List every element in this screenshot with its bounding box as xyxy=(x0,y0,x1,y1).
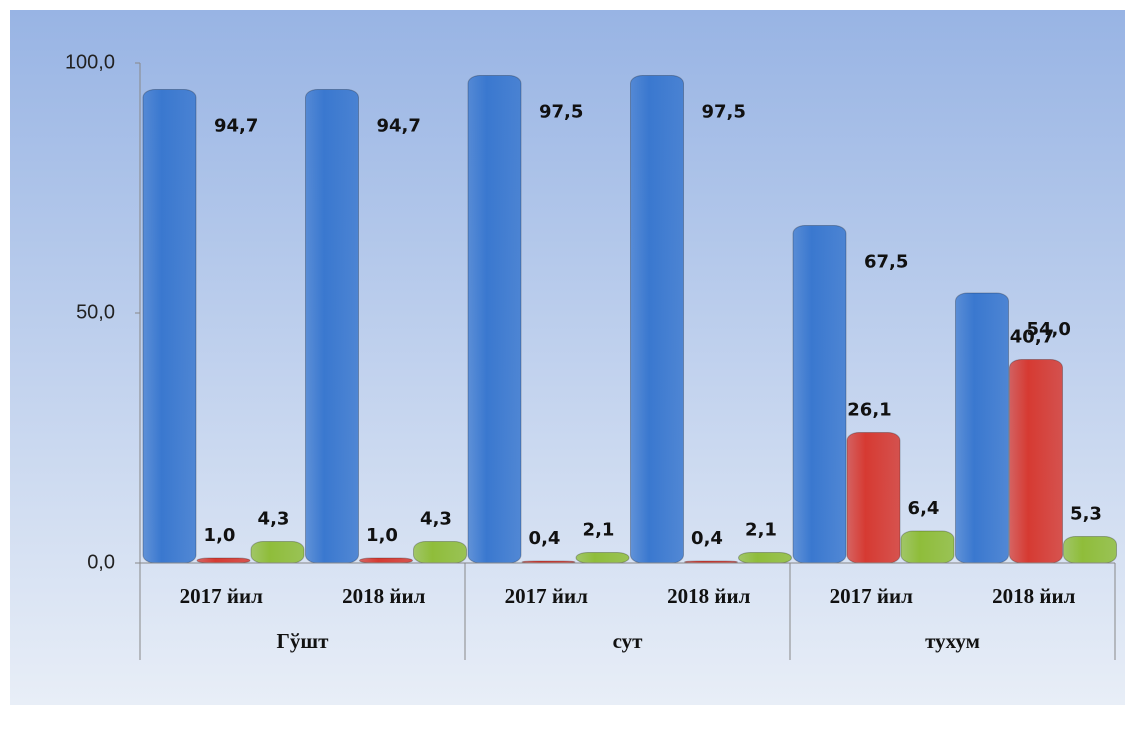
data-label: 1,0 xyxy=(204,525,236,546)
group-label: тухум xyxy=(925,629,980,653)
data-label: 4,3 xyxy=(258,509,290,530)
bar xyxy=(575,552,630,564)
bar xyxy=(196,557,251,564)
data-label: 97,5 xyxy=(702,102,746,123)
y-tick-label: 50,0 xyxy=(76,301,115,323)
x-tick-label: 2018 йил xyxy=(342,584,425,608)
bar xyxy=(900,530,955,564)
data-label: 40,7 xyxy=(1010,327,1054,348)
data-label: 5,3 xyxy=(1070,504,1102,525)
bar xyxy=(250,541,305,564)
data-label: 2,1 xyxy=(745,520,777,541)
y-tick-label: 0,0 xyxy=(87,551,115,573)
data-label: 94,7 xyxy=(214,116,258,137)
data-label: 94,7 xyxy=(377,116,421,137)
data-label: 97,5 xyxy=(539,102,583,123)
x-tick-label: 2018 йил xyxy=(667,584,750,608)
bar xyxy=(1063,536,1117,564)
bar xyxy=(467,75,522,564)
y-tick-label: 100,0 xyxy=(65,51,115,73)
data-label: 0,4 xyxy=(691,528,723,549)
x-tick-label: 2017 йил xyxy=(505,584,588,608)
data-label: 67,5 xyxy=(864,252,908,273)
bar xyxy=(359,557,413,564)
data-label: 54,0 xyxy=(1027,319,1071,340)
data-label: 4,3 xyxy=(420,509,452,530)
data-label: 6,4 xyxy=(908,498,940,519)
group-label: Гўшт xyxy=(277,629,330,653)
bar xyxy=(630,75,684,564)
data-label: 1,0 xyxy=(366,525,398,546)
bar xyxy=(955,292,1009,564)
bar xyxy=(846,432,901,564)
data-label: 0,4 xyxy=(529,528,561,549)
bar xyxy=(305,89,359,564)
bar xyxy=(792,225,847,564)
bar xyxy=(1009,359,1063,564)
bar xyxy=(413,541,467,564)
bar xyxy=(738,552,792,564)
x-tick-label: 2017 йил xyxy=(830,584,913,608)
x-tick-label: 2018 йил xyxy=(992,584,1075,608)
group-label: сут xyxy=(613,629,644,653)
x-tick-label: 2017 йил xyxy=(180,584,263,608)
data-label: 2,1 xyxy=(583,520,615,541)
data-label: 26,1 xyxy=(847,400,891,421)
bar xyxy=(142,89,197,564)
